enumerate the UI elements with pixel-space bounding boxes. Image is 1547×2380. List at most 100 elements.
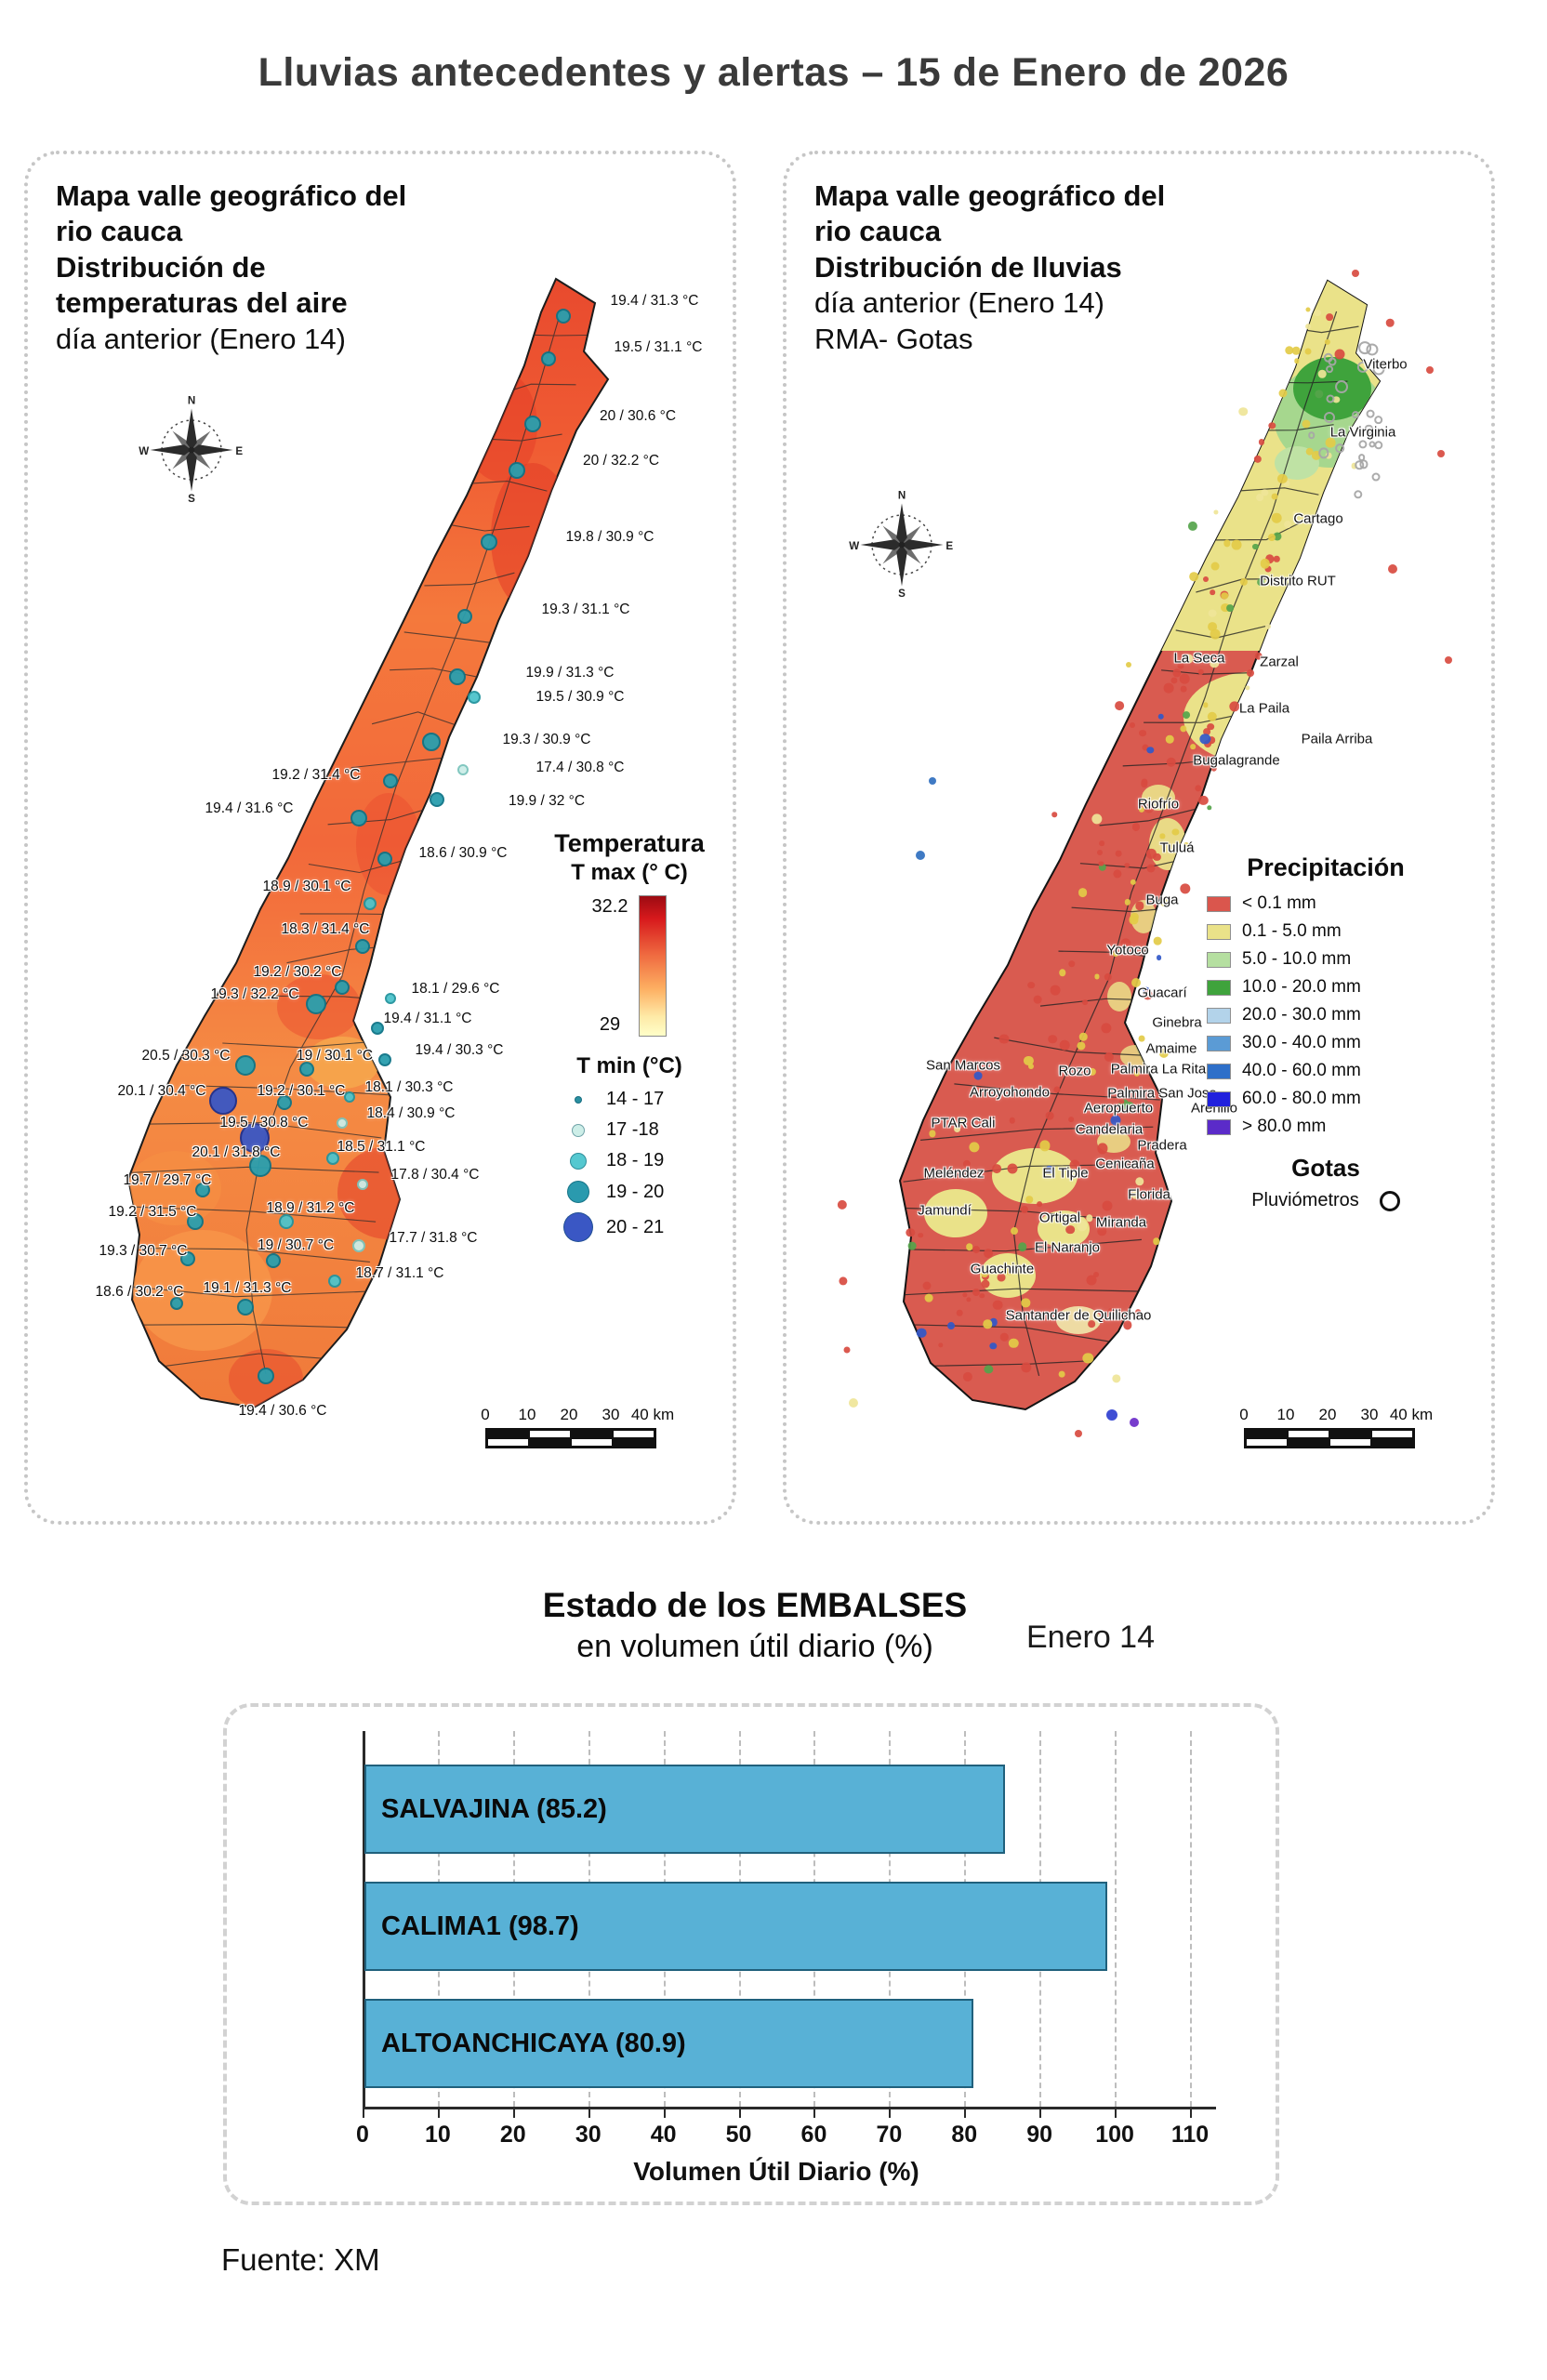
municipal-border-line <box>222 1039 395 1049</box>
compass-w-label: W <box>139 445 149 457</box>
tmin-legend-row: 18 - 19 <box>560 1150 664 1171</box>
municipal-border-line <box>900 1238 1142 1252</box>
x-tick-mark <box>813 2109 816 2118</box>
precip-class-swatch <box>1207 1091 1231 1107</box>
reservoir-bar: ALTOANCHICAYA (80.9) <box>364 1999 973 2088</box>
x-tick-mark <box>437 2109 440 2118</box>
municipal-border-line <box>403 631 501 645</box>
scale-bar-graphic <box>1244 1428 1415 1448</box>
precip-legend-row: > 80.0 mm <box>1207 1117 1445 1137</box>
scale-label: 40 km <box>1389 1406 1434 1423</box>
source-note: Fuente: XM <box>221 2242 380 2277</box>
x-tick-mark <box>1039 2109 1042 2118</box>
x-tick-label: 60 <box>800 2122 827 2148</box>
municipal-border-line <box>128 1285 368 1298</box>
x-tick-label: 0 <box>356 2122 369 2148</box>
municipal-border-line <box>954 1083 1160 1101</box>
tmin-legend-label: 20 - 21 <box>606 1216 665 1237</box>
gridline <box>1190 1731 1192 2107</box>
temp-scale-bar: 0 10 20 30 40 km <box>481 1406 713 1448</box>
precip-legend-row: 20.0 - 30.0 mm <box>1207 1005 1445 1025</box>
gotas-label: Pluviómetros <box>1251 1190 1359 1210</box>
tmin-circle-icon <box>563 1212 593 1242</box>
reservoir-bar-label: ALTOANCHICAYA (80.9) <box>381 2028 686 2058</box>
title-line: Distribución de <box>56 250 266 284</box>
precip-class-label: 40.0 - 60.0 mm <box>1242 1061 1361 1080</box>
tmin-circle-cell <box>560 1123 597 1137</box>
rain-map-svg <box>898 279 1382 1411</box>
scale-label: 30 <box>602 1406 620 1423</box>
tmin-label: T min (°C) <box>576 1053 682 1078</box>
scale-label: 40 km <box>630 1406 675 1423</box>
y-axis <box>363 1731 365 2107</box>
tmin-circle-icon <box>567 1181 589 1203</box>
tmin-circle-cell <box>560 1212 597 1242</box>
scale-label: 30 <box>1360 1406 1379 1423</box>
scale-label: 0 <box>481 1406 490 1423</box>
tmin-circle-cell <box>560 1095 597 1104</box>
municipal-border-line <box>481 433 562 442</box>
title-line: Mapa valle geográfico del <box>814 179 1166 212</box>
precip-legend-row: 10.0 - 20.0 mm <box>1207 977 1445 998</box>
tmin-legend-row: 20 - 21 <box>560 1212 664 1242</box>
precipitation-legend: Precipitación < 0.1 mm 0.1 - 5.0 mm 5.0 - … <box>1207 853 1445 1211</box>
municipal-border-line <box>128 1205 377 1223</box>
reservoir-bar: SALVAJINA (85.2) <box>364 1765 1006 1854</box>
x-tick-mark <box>1115 2109 1117 2118</box>
x-tick-label: 110 <box>1170 2122 1210 2148</box>
tmin-circle-icon <box>572 1123 585 1137</box>
tmin-circle-icon <box>575 1095 582 1104</box>
title-line: temperaturas del aire <box>56 286 348 320</box>
precip-class-label: 10.0 - 20.0 mm <box>1242 977 1361 997</box>
precip-class-label: < 0.1 mm <box>1242 893 1316 913</box>
reservoir-bar-label: SALVAJINA (85.2) <box>381 1793 607 1824</box>
municipal-border-line <box>1122 757 1230 767</box>
precip-class-swatch <box>1207 1063 1231 1079</box>
municipal-border-line <box>134 1323 366 1329</box>
x-tick-label: 50 <box>725 2122 752 2148</box>
title-line: rio cauca <box>814 215 942 248</box>
precip-legend-row: 40.0 - 60.0 mm <box>1207 1061 1445 1081</box>
tmin-legend-label: 19 - 20 <box>606 1181 665 1202</box>
precip-legend-rows: < 0.1 mm 0.1 - 5.0 mm 5.0 - 10.0 mm 10.0 - … <box>1207 893 1445 1137</box>
temp-map-title: Mapa valle geográfico del rio cauca Dist… <box>56 178 406 357</box>
municipal-border-line <box>994 1037 1167 1057</box>
precip-class-label: 60.0 - 80.0 mm <box>1242 1089 1361 1108</box>
x-tick-label: 100 <box>1095 2122 1134 2148</box>
municipal-border-line <box>443 522 530 532</box>
tmax-colorbar-values: 32.2 29 <box>592 895 628 1037</box>
municipal-border-line <box>1099 804 1213 826</box>
precip-class-swatch <box>1207 1118 1231 1135</box>
scale-label: 0 <box>1239 1406 1249 1423</box>
x-tick-mark <box>889 2109 892 2118</box>
x-tick-mark <box>964 2109 967 2118</box>
municipal-border-line <box>900 1288 1140 1296</box>
precip-class-swatch <box>1207 1007 1231 1024</box>
municipal-border-line <box>149 1121 382 1139</box>
tmax-colorbar <box>639 895 668 1037</box>
tmax-max-value: 32.2 <box>591 896 628 917</box>
compass-e-label: E <box>945 540 953 552</box>
x-tick-label: 30 <box>575 2122 602 2148</box>
compass-s-label: S <box>898 588 906 600</box>
temperature-legend: Temperatura T max (° C) 32.2 29 T min (°… <box>528 829 731 1242</box>
reservoir-chart-title: Estado de los EMBALSES en volumen útil d… <box>430 1586 1080 1665</box>
x-axis <box>363 2107 1216 2109</box>
municipal-border-line <box>461 481 548 492</box>
temperature-map-panel: Mapa valle geográfico del rio cauca Dist… <box>24 151 736 1525</box>
rain-scale-bar: 0 10 20 30 40 km <box>1239 1406 1472 1448</box>
tmax-colorbar-row: 32.2 29 <box>528 895 731 1037</box>
tmin-legend-row: 17 -18 <box>560 1119 659 1141</box>
tmin-circle-icon <box>570 1152 587 1170</box>
x-tick-mark <box>1190 2109 1192 2118</box>
reservoir-bar: CALIMA1 (98.7) <box>364 1882 1107 1971</box>
legend-title: Temperatura <box>554 829 705 857</box>
title-line: Distribución de lluvias <box>814 250 1122 284</box>
precip-legend-row: 60.0 - 80.0 mm <box>1207 1089 1445 1109</box>
title-line: día anterior (Enero 14) <box>814 286 1104 320</box>
x-tick-label: 10 <box>425 2122 451 2148</box>
scale-label: 10 <box>518 1406 536 1423</box>
precip-class-swatch <box>1207 979 1231 996</box>
x-tick-label: 90 <box>1026 2122 1053 2148</box>
precip-class-label: 20.0 - 30.0 mm <box>1242 1005 1361 1025</box>
